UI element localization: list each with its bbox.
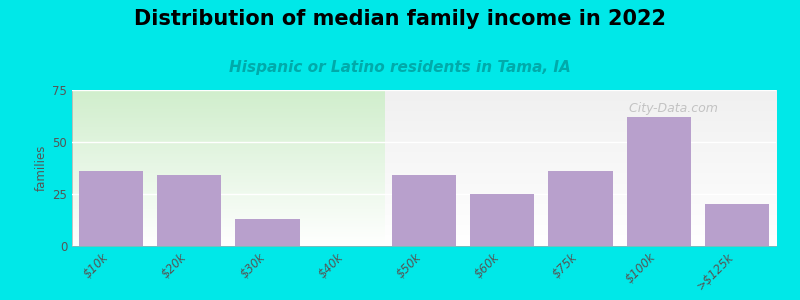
Bar bbox=[158, 175, 222, 246]
Bar bbox=[626, 117, 690, 246]
Bar bbox=[705, 204, 769, 246]
Bar bbox=[470, 194, 534, 246]
Text: Hispanic or Latino residents in Tama, IA: Hispanic or Latino residents in Tama, IA bbox=[229, 60, 571, 75]
Bar bbox=[392, 175, 456, 246]
Bar bbox=[548, 171, 613, 246]
Y-axis label: families: families bbox=[35, 145, 48, 191]
Text: Distribution of median family income in 2022: Distribution of median family income in … bbox=[134, 9, 666, 29]
Bar bbox=[235, 219, 300, 246]
Bar bbox=[79, 171, 143, 246]
Text: City-Data.com: City-Data.com bbox=[621, 102, 718, 115]
